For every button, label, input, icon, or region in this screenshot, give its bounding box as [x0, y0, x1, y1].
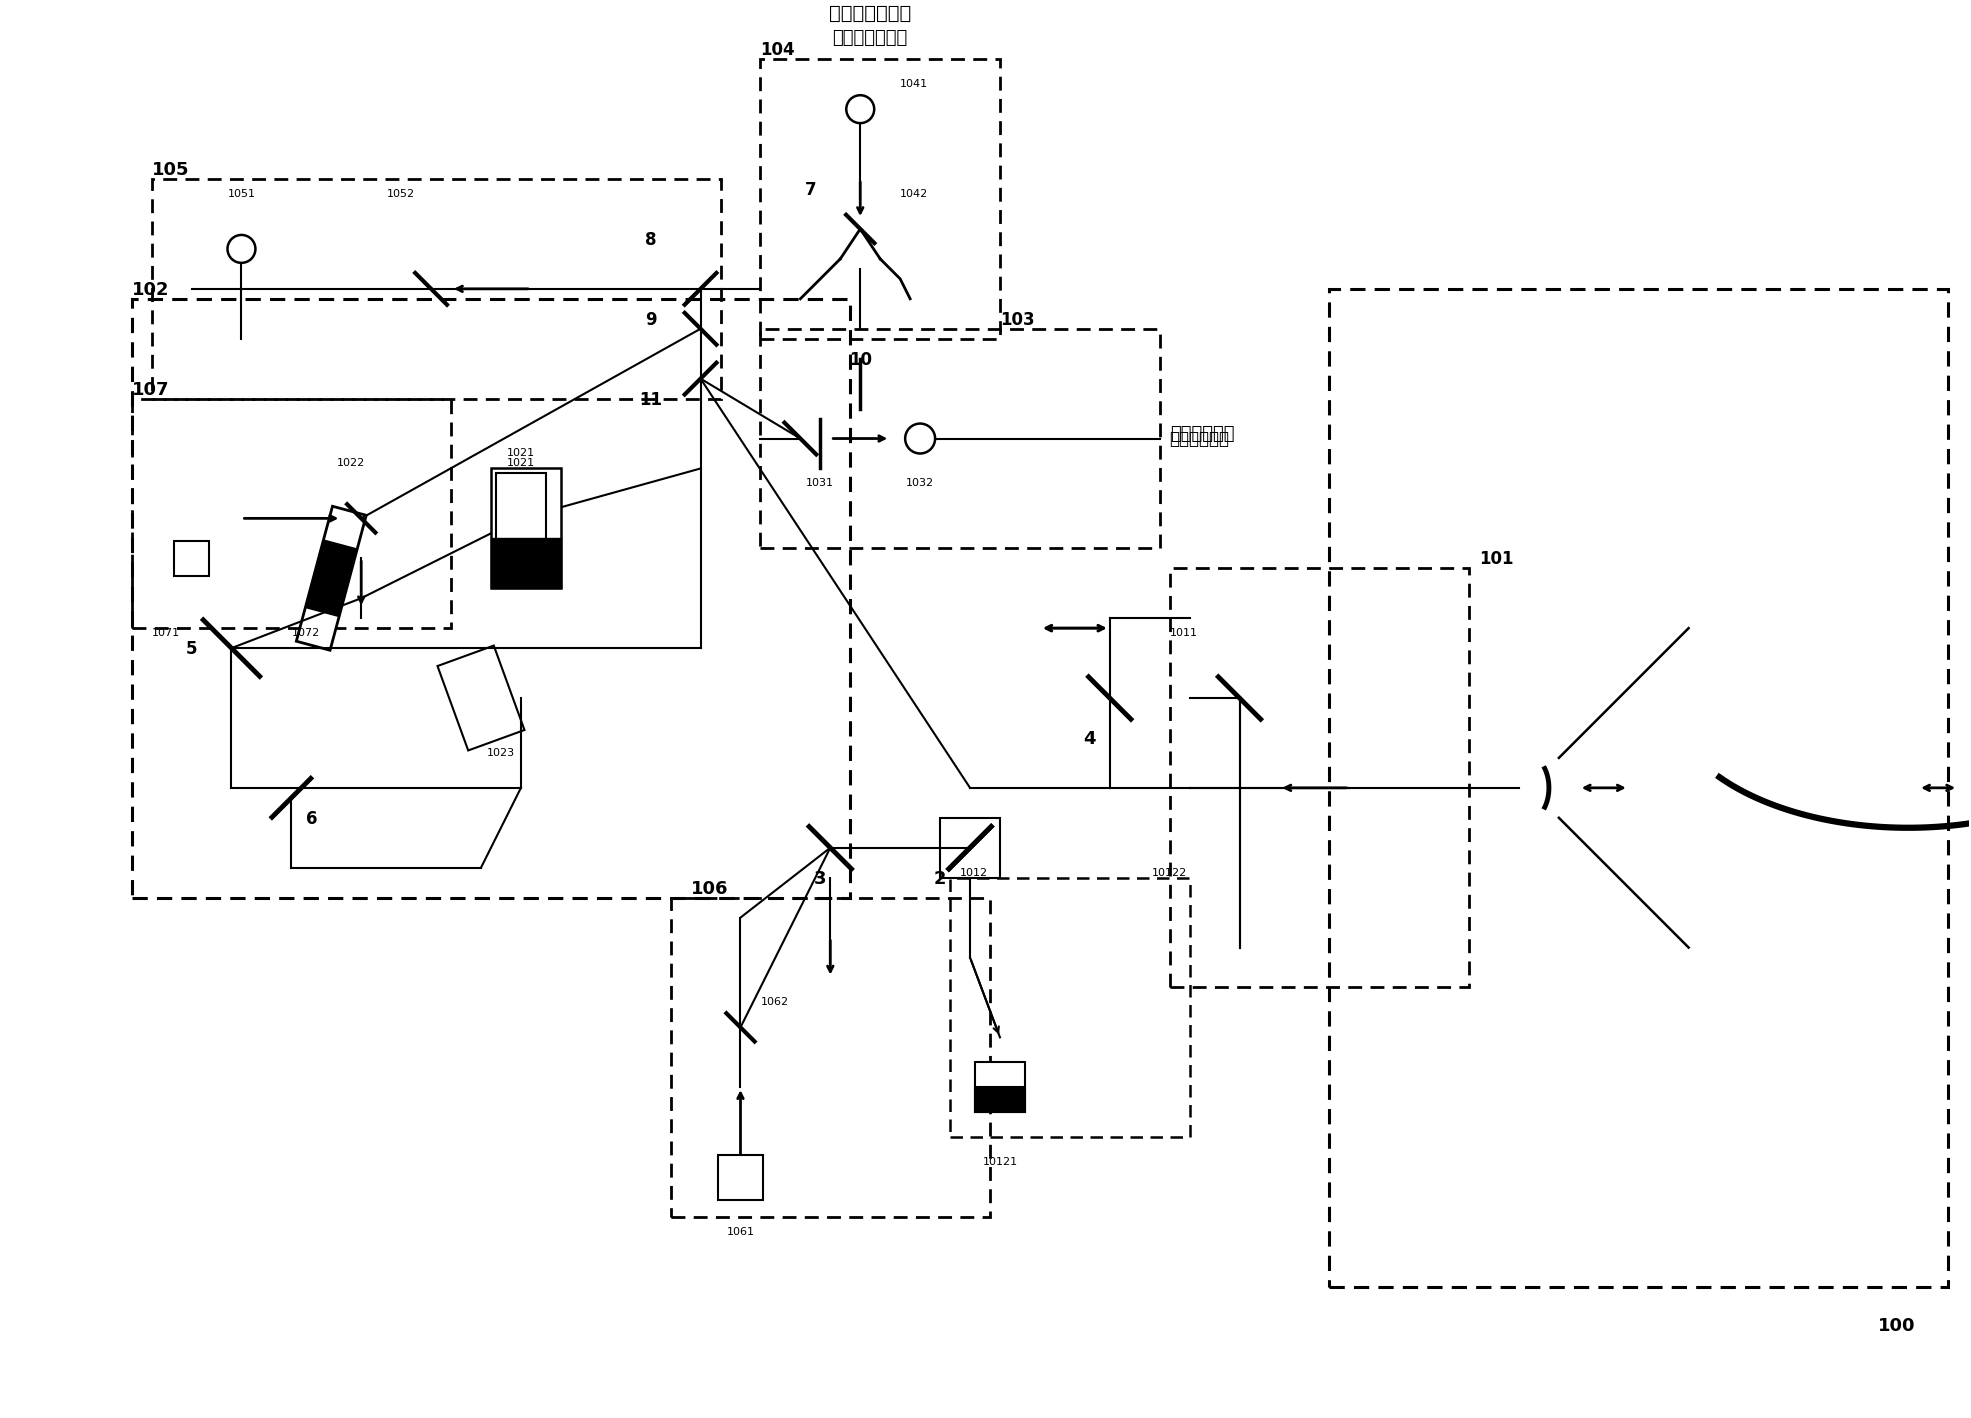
Polygon shape [306, 540, 357, 617]
Text: 1042: 1042 [901, 189, 928, 199]
Text: 4: 4 [1084, 730, 1096, 747]
Bar [132, 398, 451, 628]
Text: 1052: 1052 [386, 189, 416, 199]
Text: 1011: 1011 [1169, 628, 1198, 638]
Polygon shape [438, 645, 524, 750]
Bar [717, 1154, 763, 1200]
Text: 1012: 1012 [960, 868, 987, 878]
Bar [497, 474, 546, 563]
Text: 连接发射光端机: 连接发射光端机 [832, 30, 909, 47]
Text: 1022: 1022 [337, 458, 365, 468]
Bar [1169, 569, 1468, 987]
Text: 1072: 1072 [292, 628, 319, 638]
Bar [761, 60, 999, 339]
Text: 102: 102 [132, 281, 170, 299]
Text: 2: 2 [934, 869, 946, 888]
Bar [491, 539, 562, 588]
Text: 1071: 1071 [152, 628, 179, 638]
Text: 连接收光端机: 连接收光端机 [1169, 430, 1230, 448]
Bar [132, 299, 850, 898]
Text: 连接收光端机: 连接收光端机 [1169, 424, 1234, 442]
Bar [761, 329, 1159, 549]
Text: 1023: 1023 [487, 747, 514, 757]
Text: 1032: 1032 [907, 478, 934, 488]
Bar [950, 878, 1190, 1137]
Text: 8: 8 [645, 231, 656, 250]
Text: 10: 10 [850, 350, 871, 369]
Text: 10122: 10122 [1151, 868, 1187, 878]
Bar [940, 818, 999, 878]
Text: 5: 5 [185, 640, 197, 658]
Bar [152, 179, 721, 398]
Text: 9: 9 [645, 311, 656, 329]
Text: 1031: 1031 [806, 478, 834, 488]
Text: 1021: 1021 [507, 458, 534, 468]
Bar [976, 1062, 1025, 1112]
Text: 107: 107 [132, 380, 170, 398]
Text: 10121: 10121 [982, 1157, 1017, 1167]
Text: 106: 106 [690, 879, 727, 898]
Polygon shape [296, 506, 367, 651]
Text: 6: 6 [306, 810, 317, 828]
Bar [976, 1088, 1025, 1112]
Bar [173, 540, 209, 576]
Text: 1062: 1062 [761, 997, 788, 1007]
Text: 101: 101 [1478, 550, 1514, 569]
Text: 103: 103 [999, 311, 1035, 329]
Text: 11: 11 [639, 390, 662, 408]
Bar [670, 898, 989, 1217]
Text: 连接发射光端机: 连接发射光端机 [830, 4, 911, 23]
Text: 1021: 1021 [507, 448, 534, 458]
Text: 100: 100 [1878, 1317, 1916, 1334]
Text: 1041: 1041 [901, 79, 928, 89]
Text: 105: 105 [152, 162, 189, 179]
Text: 1061: 1061 [727, 1227, 755, 1236]
Text: 104: 104 [761, 41, 794, 60]
Text: 1051: 1051 [227, 189, 256, 199]
Bar [1328, 289, 1947, 1288]
Bar [491, 468, 562, 588]
Text: 7: 7 [804, 182, 816, 199]
Text: 3: 3 [814, 869, 826, 888]
